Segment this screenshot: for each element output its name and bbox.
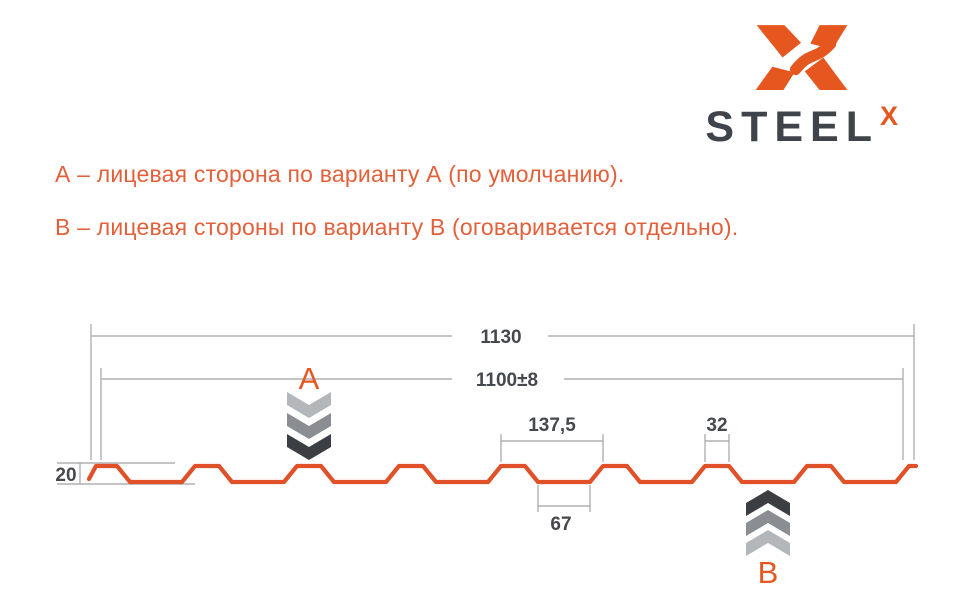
logo-arm-bottom-left (755, 66, 795, 90)
dimension-profile-height: 20 (55, 462, 195, 486)
chevron-down-icon (287, 392, 331, 418)
logo-center-link (789, 38, 836, 76)
variant-a-letter: А (299, 361, 320, 396)
dimension-rib-crest: 32 (704, 415, 730, 462)
logo-arm-bottom-right (804, 57, 848, 90)
label-mask (452, 369, 564, 389)
note-variant-b: В – лицевая стороны по варианту В (огова… (55, 214, 739, 240)
brand-wordmark: STEEL X (705, 101, 898, 151)
dimension-valley-width: 67 (537, 485, 591, 535)
logo-arm-top-left (756, 25, 801, 58)
variant-b-letter: В (758, 555, 779, 590)
steelx-logo: STEEL X (705, 14, 898, 149)
dimension-label-32: 32 (706, 415, 727, 436)
chevron-up-icon (746, 510, 790, 536)
brand-mark-x: X (879, 101, 898, 131)
chevron-down-icon (287, 434, 331, 460)
dimension-label-1100: 1100±8 (476, 370, 538, 391)
variant-b-marker: В (746, 490, 790, 590)
sheet-profile-outline (86, 463, 919, 485)
dimension-working-width: 1100±8 (100, 368, 904, 460)
label-mask (452, 326, 548, 346)
note-variant-a: А – лицевая сторона по варианту А (по ум… (55, 161, 625, 187)
logo-arm-top-right (810, 25, 848, 50)
dimension-rib-pitch: 137,5 (500, 415, 604, 462)
chevron-down-icon (287, 413, 331, 439)
steelx-x-icon (755, 25, 848, 90)
dimension-label-137-5: 137,5 (528, 415, 576, 436)
dimension-label-67: 67 (550, 514, 571, 535)
brand-name: STEEL (705, 103, 879, 151)
chevron-up-icon (746, 530, 790, 556)
chevron-up-icon (746, 490, 790, 516)
dimension-label-1130: 1130 (480, 327, 521, 348)
dimension-overall-width: 1130 (90, 324, 915, 460)
dimension-label-20: 20 (55, 465, 76, 486)
variant-a-marker: А (287, 361, 331, 460)
